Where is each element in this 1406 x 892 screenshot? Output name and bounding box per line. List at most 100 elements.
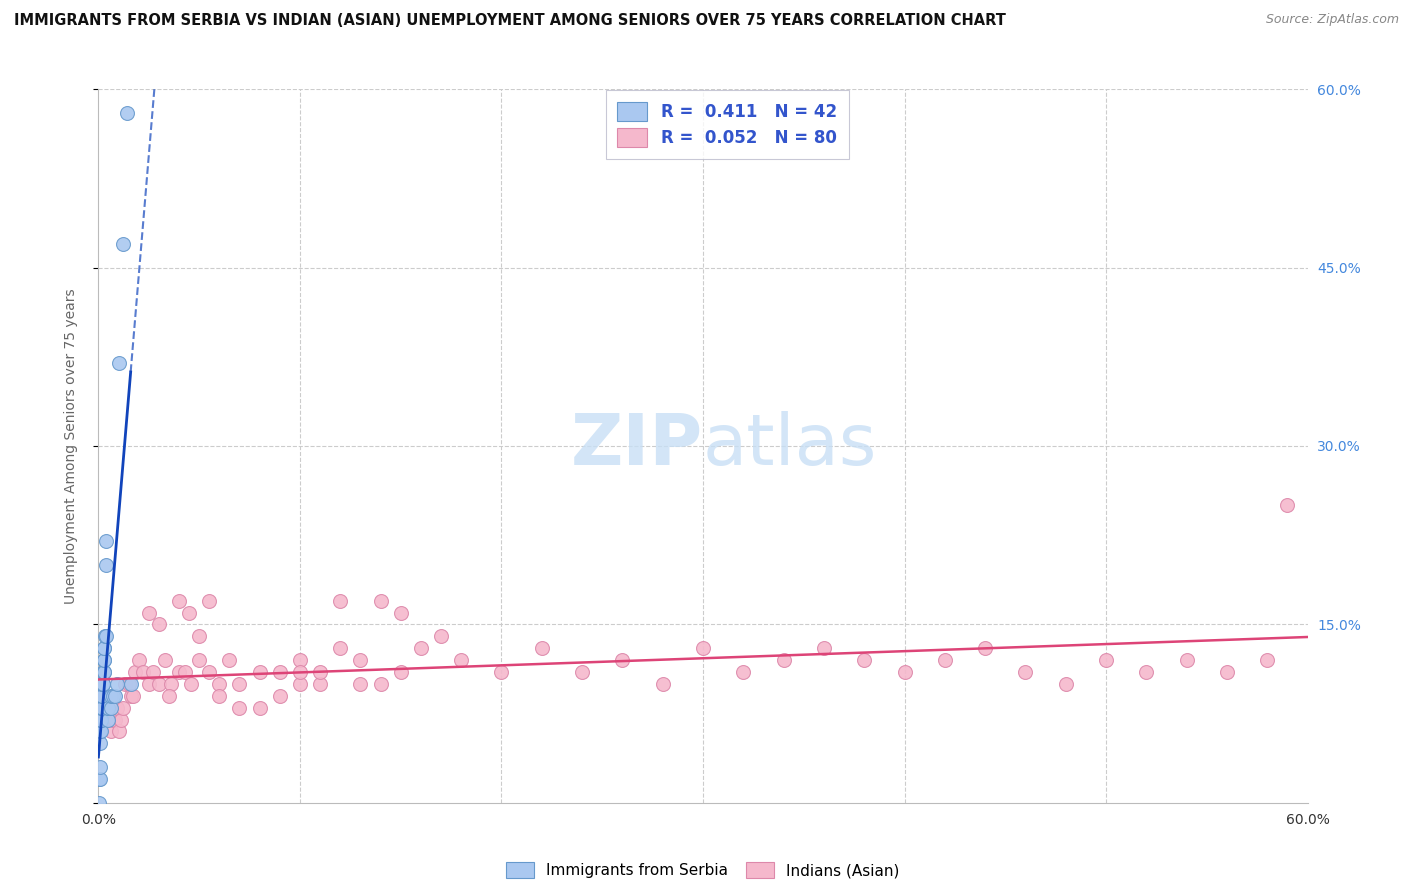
Point — [105, 677, 128, 691]
Point — [100, 689, 122, 703]
Point — [288, 677, 311, 691]
Point — [329, 641, 352, 656]
Point — [93, 665, 115, 679]
Point — [90, 713, 112, 727]
Point — [138, 677, 160, 691]
Point — [160, 677, 183, 691]
Point — [103, 689, 125, 703]
Point — [853, 653, 876, 667]
Point — [96, 629, 118, 643]
Point — [114, 677, 136, 691]
Point — [370, 677, 392, 691]
Point — [89, 796, 111, 810]
Legend: Immigrants from Serbia, Indians (Asian): Immigrants from Serbia, Indians (Asian) — [501, 856, 905, 884]
Text: IMMIGRANTS FROM SERBIA VS INDIAN (ASIAN) UNEMPLOYMENT AMONG SENIORS OVER 75 YEAR: IMMIGRANTS FROM SERBIA VS INDIAN (ASIAN)… — [14, 13, 1005, 29]
Point — [101, 713, 124, 727]
Point — [97, 713, 120, 727]
Point — [651, 677, 673, 691]
Point — [96, 558, 118, 572]
Point — [93, 653, 115, 667]
Point — [1135, 665, 1157, 679]
Point — [228, 700, 250, 714]
Point — [692, 641, 714, 656]
Point — [91, 677, 114, 691]
Legend: R =  0.411   N = 42, R =  0.052   N = 80: R = 0.411 N = 42, R = 0.052 N = 80 — [606, 90, 849, 159]
Point — [128, 653, 150, 667]
Point — [288, 665, 311, 679]
Point — [110, 713, 132, 727]
Point — [89, 772, 111, 786]
Point — [1216, 665, 1239, 679]
Point — [121, 689, 143, 703]
Point — [97, 700, 120, 714]
Point — [91, 700, 114, 714]
Point — [409, 641, 432, 656]
Point — [90, 724, 112, 739]
Point — [934, 653, 956, 667]
Point — [349, 677, 371, 691]
Point — [1014, 665, 1036, 679]
Point — [893, 665, 915, 679]
Point — [772, 653, 794, 667]
Point — [97, 700, 120, 714]
Point — [138, 606, 160, 620]
Point — [349, 653, 371, 667]
Point — [132, 665, 155, 679]
Point — [208, 677, 231, 691]
Point — [1175, 653, 1198, 667]
Point — [269, 689, 291, 703]
Point — [174, 665, 197, 679]
Point — [93, 653, 115, 667]
Point — [89, 724, 111, 739]
Point — [97, 713, 120, 727]
Point — [101, 689, 124, 703]
Point — [118, 677, 141, 691]
Point — [813, 641, 835, 656]
Point — [228, 677, 250, 691]
Point — [100, 724, 122, 739]
Point — [89, 772, 111, 786]
Point — [370, 593, 392, 607]
Point — [180, 677, 202, 691]
Point — [91, 689, 114, 703]
Point — [1277, 499, 1299, 513]
Point — [309, 677, 332, 691]
Point — [120, 689, 142, 703]
Point — [450, 653, 472, 667]
Point — [208, 689, 231, 703]
Point — [188, 629, 211, 643]
Point — [329, 593, 352, 607]
Point — [90, 700, 112, 714]
Point — [124, 665, 146, 679]
Point — [733, 665, 755, 679]
Point — [93, 665, 115, 679]
Point — [179, 606, 201, 620]
Text: ZIP: ZIP — [571, 411, 703, 481]
Point — [115, 106, 138, 120]
Point — [148, 677, 170, 691]
Point — [94, 629, 117, 643]
Point — [530, 641, 553, 656]
Point — [198, 593, 221, 607]
Point — [93, 641, 115, 656]
Point — [105, 700, 128, 714]
Point — [93, 665, 115, 679]
Point — [430, 629, 453, 643]
Text: Source: ZipAtlas.com: Source: ZipAtlas.com — [1265, 13, 1399, 27]
Point — [93, 677, 115, 691]
Point — [309, 665, 332, 679]
Point — [100, 700, 122, 714]
Point — [389, 665, 412, 679]
Point — [491, 665, 513, 679]
Point — [111, 700, 134, 714]
Point — [91, 689, 114, 703]
Point — [107, 724, 129, 739]
Point — [571, 665, 593, 679]
Point — [249, 700, 271, 714]
Point — [91, 677, 114, 691]
Point — [96, 700, 118, 714]
Point — [974, 641, 997, 656]
Point — [103, 713, 125, 727]
Point — [148, 617, 170, 632]
Point — [218, 653, 240, 667]
